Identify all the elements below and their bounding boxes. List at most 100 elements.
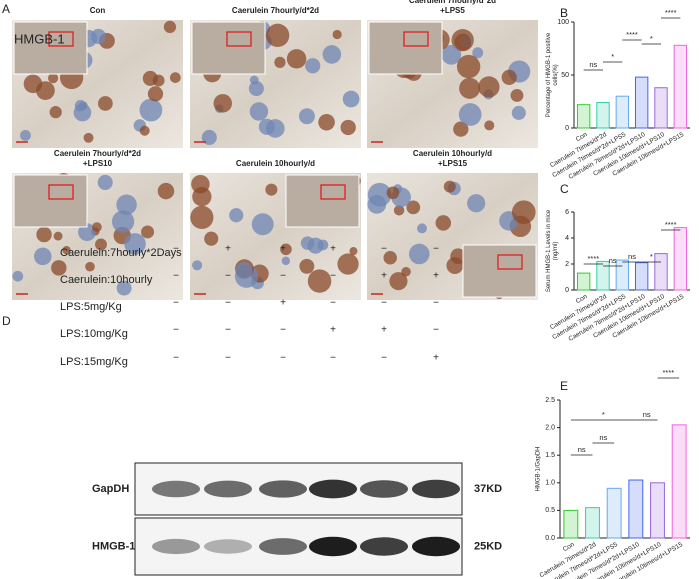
nucleus [192, 187, 212, 207]
nucleus [111, 210, 135, 233]
nucleus [147, 86, 164, 102]
condition-label: Caerulein:7hourly*2Days [60, 247, 182, 259]
nucleus [401, 266, 411, 277]
inset [368, 21, 443, 75]
y-tick-label: 2.0 [545, 424, 555, 431]
nucleus [280, 243, 292, 256]
nucleus [299, 258, 315, 274]
nucleus [274, 56, 286, 68]
sign: − [280, 353, 286, 364]
band [152, 538, 200, 555]
inset-box [403, 31, 429, 47]
nucleus [139, 125, 150, 136]
significance: * [650, 34, 653, 43]
nucleus [332, 29, 342, 40]
blot-name: HMGB-1 [92, 540, 135, 552]
nucleus [78, 223, 96, 242]
nucleus [435, 215, 452, 231]
image-title: +LPS10 [83, 159, 113, 168]
nucleus [74, 99, 87, 112]
sign: − [330, 298, 336, 309]
nucleus [443, 180, 456, 193]
significance: * [611, 52, 614, 61]
bar [634, 262, 649, 291]
condition-label: LPS:10mg/Kg [60, 328, 128, 340]
significance: **** [626, 30, 638, 39]
sign: − [433, 325, 439, 336]
sign: − [173, 298, 179, 309]
sign: − [225, 271, 231, 282]
y-tick-label: 1.0 [545, 480, 555, 487]
nucleus [456, 54, 481, 79]
significance: ns [599, 433, 607, 442]
nucleus [408, 243, 430, 265]
bar [634, 76, 649, 129]
inset-box [320, 184, 346, 200]
nucleus [511, 200, 536, 224]
nucleus [190, 205, 214, 229]
nucleus [169, 72, 181, 83]
significance: ns [643, 410, 651, 419]
y-tick-label: 2 [565, 261, 569, 268]
nucleus [472, 47, 484, 59]
bar [628, 479, 644, 539]
nucleus [249, 75, 259, 85]
bar [596, 102, 610, 129]
nucleus [459, 77, 481, 99]
sign: + [225, 244, 231, 255]
x-tick-label: Con [562, 541, 576, 553]
significance: ns [589, 60, 597, 69]
image-title: Caerulein 10hourly/d [413, 149, 492, 158]
bar [654, 87, 668, 129]
nucleus [62, 246, 71, 255]
nucleus [53, 231, 63, 241]
band [412, 536, 460, 557]
band [259, 480, 307, 498]
y-tick-label: 1.5 [545, 452, 555, 459]
image-title: Caerulein 7hourly/d*2d [232, 6, 319, 15]
sign: − [225, 353, 231, 364]
y-tick-label: 0 [565, 287, 569, 294]
bar [615, 259, 630, 291]
y-tick-label: 0.5 [545, 507, 555, 514]
nucleus [406, 200, 421, 215]
nucleus [265, 183, 278, 196]
y-axis-label: cells(%) [553, 64, 559, 85]
y-tick-label: 6 [565, 209, 569, 216]
band [412, 479, 460, 499]
image-title: +LPS5 [440, 6, 465, 15]
sign: − [225, 298, 231, 309]
nucleus [142, 70, 158, 86]
band [204, 539, 252, 554]
sign: − [433, 244, 439, 255]
band [360, 480, 408, 498]
nucleus [36, 226, 52, 243]
panel-letter: C [560, 182, 569, 196]
nucleus [446, 257, 464, 274]
nucleus [201, 129, 217, 145]
panel-letter: D [2, 314, 11, 328]
nucleus [367, 195, 387, 214]
x-tick-label: Caerulein 10times/d+LPS15 [610, 541, 684, 579]
nucleus [192, 260, 203, 271]
nucleus [467, 194, 486, 213]
bar [673, 44, 688, 129]
nucleus [36, 81, 55, 100]
y-tick-label: 2.5 [545, 397, 555, 404]
significance: ns [609, 256, 617, 265]
y-axis-label: Serum HMGB-1 Levels in mice [546, 209, 552, 292]
panel-letter: B [560, 6, 568, 20]
nucleus [85, 261, 95, 272]
y-axis-label: HMGB-1/GapDH [536, 446, 542, 491]
sign: − [225, 325, 231, 336]
nucleus [258, 118, 275, 135]
bar [596, 260, 610, 291]
sign: + [381, 325, 387, 336]
image-title: Con [90, 6, 106, 15]
sign: − [330, 271, 336, 282]
nucleus [98, 96, 113, 111]
band [259, 538, 307, 555]
sign: − [381, 244, 387, 255]
panel-letter: A [2, 2, 10, 16]
inset [13, 21, 88, 75]
